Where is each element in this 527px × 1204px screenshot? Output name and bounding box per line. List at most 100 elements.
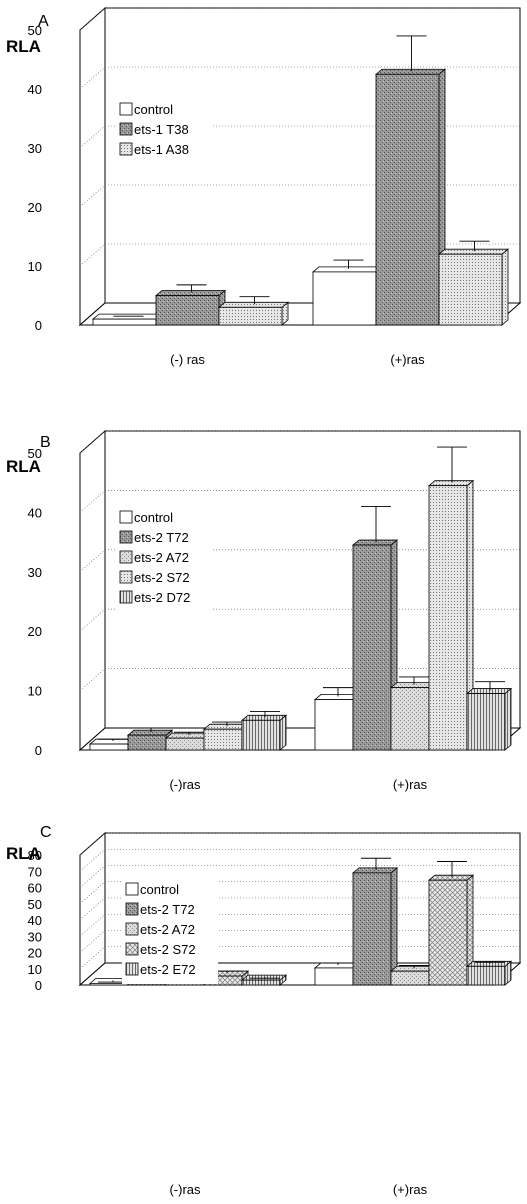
bar-top — [313, 694, 361, 700]
y-tick-label: 50 — [28, 446, 42, 461]
y-axis-label: RLA — [6, 37, 41, 56]
bar-+ras-ets-2-a72 — [390, 970, 430, 986]
legend-swatch — [125, 942, 139, 956]
bar-+ras-ets-2-a72 — [390, 687, 430, 751]
gridline — [79, 930, 106, 953]
gridline — [79, 897, 106, 921]
legend-entry: ets-2 T72 — [134, 530, 189, 545]
side-wall — [79, 831, 106, 987]
legend-swatch — [119, 122, 133, 136]
bar--ras-ets-2-e72 — [241, 979, 281, 986]
legend-entry: ets-2 A72 — [140, 922, 195, 937]
y-tick-label: 40 — [28, 82, 42, 97]
legend-entry: control — [140, 882, 179, 897]
y-tick-label: 70 — [28, 864, 42, 879]
gridline — [79, 849, 106, 872]
y-tick-label: 30 — [28, 929, 42, 944]
category-label: (-)ras — [169, 777, 201, 792]
legend-swatch — [119, 142, 133, 156]
legend-swatch — [119, 550, 133, 564]
y-tick-label: 50 — [28, 897, 42, 912]
legend-swatch — [125, 962, 139, 976]
y-tick-label: 60 — [28, 881, 42, 896]
gridline — [79, 184, 106, 208]
legend-entry: ets-1 A38 — [134, 142, 189, 157]
legend: control ets-2 T72 ets-2 A72 ets-2 S72 ets-2 … — [122, 876, 218, 984]
bar-side — [504, 687, 512, 751]
legend-entry: ets-2 S72 — [134, 570, 190, 585]
category-label: (-)ras — [169, 1182, 201, 1197]
gridline — [79, 914, 106, 937]
bar-+ras-ets-2-s72 — [428, 879, 468, 986]
gridline — [79, 66, 106, 90]
legend-swatch — [125, 922, 139, 936]
legend-swatch — [119, 530, 133, 544]
chart-panel-a: 0 10 20 30 40 50A RLA (-) ras (+)ras control ets-1… — [6, 6, 522, 367]
bar-top — [91, 313, 164, 320]
gridline — [79, 946, 106, 969]
bar--ras-ets-1-a38 — [218, 306, 283, 326]
y-tick-label: 50 — [28, 23, 42, 38]
gridline — [79, 881, 106, 904]
bar-+ras-ets-2-t72 — [352, 544, 392, 751]
legend-swatch — [119, 590, 133, 604]
legend-entry: ets-2 T72 — [140, 902, 195, 917]
panel-label: C — [40, 824, 52, 841]
bar-top — [389, 682, 437, 689]
gridline — [79, 243, 106, 267]
bar-top — [311, 266, 384, 273]
bar--ras-control — [92, 318, 157, 326]
gridline — [79, 668, 106, 691]
y-tick-label: 20 — [28, 624, 42, 639]
y-tick-label: 0 — [35, 743, 42, 758]
legend-swatch — [119, 510, 133, 524]
gridline — [79, 490, 106, 513]
bar-top — [374, 68, 447, 75]
legend-swatch — [119, 102, 133, 116]
bar--ras-ets-2-s72 — [203, 728, 243, 751]
bar-+ras-control — [314, 699, 354, 751]
bar-top — [126, 729, 174, 736]
legend-entry: ets-2 A72 — [134, 550, 189, 565]
legend-entry: control — [134, 102, 173, 117]
category-label: (+)ras — [393, 1182, 428, 1197]
bar--ras-ets-2-d72 — [241, 719, 281, 751]
y-tick-label: 80 — [28, 848, 42, 863]
gridline — [79, 608, 106, 632]
legend-swatch — [125, 882, 139, 896]
legend-swatch — [119, 570, 133, 584]
bar-top — [427, 480, 475, 487]
bar-top — [202, 723, 250, 730]
panel-label: A — [38, 13, 49, 30]
y-axis-label: RLA — [6, 844, 41, 863]
bar-top — [351, 867, 399, 874]
y-tick-label: 10 — [28, 962, 42, 977]
bar-top — [88, 738, 136, 745]
y-tick-label: 40 — [28, 913, 42, 928]
panel-label: B — [40, 434, 51, 451]
bar-+ras-ets-2-s72 — [428, 485, 468, 751]
y-tick-label: 10 — [28, 684, 42, 699]
bar-+ras-control — [312, 271, 377, 326]
legend: control ets-2 T72 ets-2 A72 ets-2 S72 ets-2 … — [116, 504, 212, 612]
bar-+ras-ets-2-d72 — [466, 693, 506, 751]
y-tick-label: 40 — [28, 505, 42, 520]
gridline — [79, 125, 106, 149]
bar-top — [154, 290, 227, 296]
bar-top — [465, 688, 513, 694]
legend: control ets-1 T38 ets-1 A38 — [116, 96, 212, 164]
bar--ras-ets-1-t38 — [155, 295, 220, 326]
legend-entry: ets-1 T38 — [134, 122, 189, 137]
bar-top — [217, 301, 290, 308]
y-tick-label: 20 — [28, 946, 42, 961]
category-label: (+)ras — [390, 352, 425, 367]
bar-top — [164, 732, 212, 739]
legend-entry: control — [134, 510, 173, 525]
category-label: (+)ras — [393, 777, 428, 792]
bar-top — [389, 965, 437, 972]
legend-entry: ets-2 S72 — [140, 942, 196, 957]
bar--ras-ets-2-t72 — [127, 734, 167, 751]
y-tick-label: 10 — [28, 259, 42, 274]
gridline — [79, 7, 106, 31]
